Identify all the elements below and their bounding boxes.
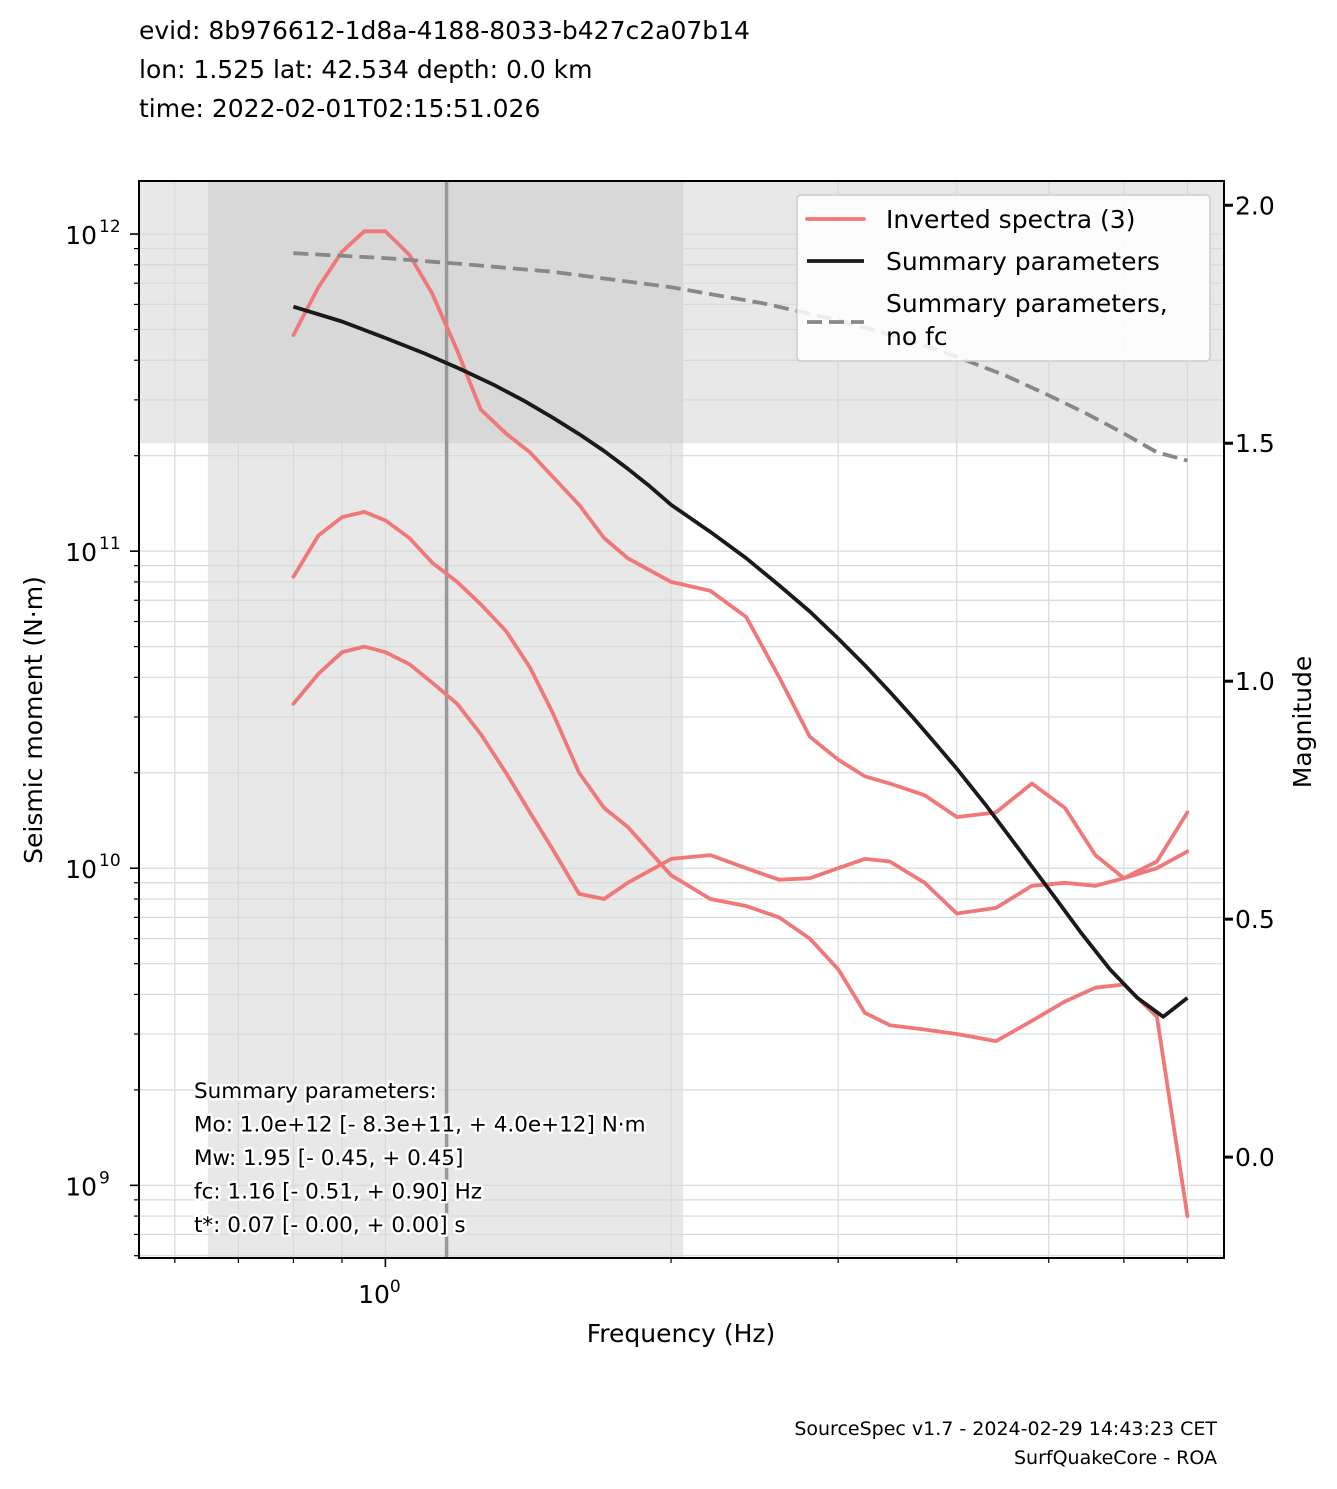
y-tick-exponent: 12: [99, 217, 121, 237]
x-axis-label: Frequency (Hz): [587, 1319, 776, 1348]
legend-label-summary: Summary parameters: [886, 247, 1160, 276]
y2-tick-label: 0.0: [1235, 1143, 1275, 1172]
y-axis-label: Seismic moment (N·m): [19, 576, 48, 864]
legend-box: [796, 194, 1211, 362]
series-line-inverted-1: [291, 509, 1190, 1218]
series-line-inverted-2: [291, 644, 1190, 916]
legend-label-nofc: no fc: [886, 322, 948, 351]
y-tick-label: 10: [65, 538, 97, 567]
legend-label-inverted: Inverted spectra (3): [886, 205, 1135, 234]
x-tick-label: 100: [358, 1277, 401, 1309]
legend-label-nofc: Summary parameters,: [886, 289, 1168, 318]
plot-frame: [138, 180, 1225, 1259]
footer-author: SurfQuakeCore - ROA: [1014, 1447, 1217, 1469]
y-tick-label: 10: [65, 1172, 97, 1201]
y-tick-label: 10: [65, 855, 97, 884]
footer-version: SourceSpec v1.7 - 2024-02-29 14:43:23 CE…: [794, 1418, 1217, 1440]
y-tick-label: 10: [65, 221, 97, 250]
summary-box-line: Mw: 1.95 [- 0.45, + 0.45]: [194, 1146, 463, 1171]
series-line-summary-3: [292, 304, 1189, 1019]
y2-tick-label: 1.0: [1235, 667, 1275, 696]
summary-box-line: t*: 0.07 [- 0.00, + 0.00] s: [194, 1213, 466, 1238]
summary-box-line: Mo: 1.0e+12 [- 8.3e+11, + 4.0e+12] N·m: [194, 1113, 646, 1138]
series-line-nofc-4: [293, 251, 1188, 463]
y-tick-exponent: 10: [99, 851, 121, 871]
summary-box-line: fc: 1.16 [- 0.51, + 0.90] Hz: [194, 1180, 482, 1205]
y-tick-exponent: 11: [99, 534, 121, 554]
event-id: evid: 8b976612-1d8a-4188-8033-b427c2a07b…: [139, 16, 750, 45]
y2-tick-label: 2.0: [1235, 191, 1275, 220]
y2-tick-label: 1.5: [1235, 429, 1275, 458]
y2-tick-label: 0.5: [1235, 905, 1275, 934]
event-location: lon: 1.525 lat: 42.534 depth: 0.0 km: [139, 55, 593, 84]
summary-box-line: Summary parameters:: [194, 1079, 437, 1104]
y2-axis-label: Magnitude: [1288, 656, 1317, 788]
event-time: time: 2022-02-01T02:15:51.026: [139, 94, 541, 123]
y-tick-exponent: 9: [99, 1168, 110, 1188]
